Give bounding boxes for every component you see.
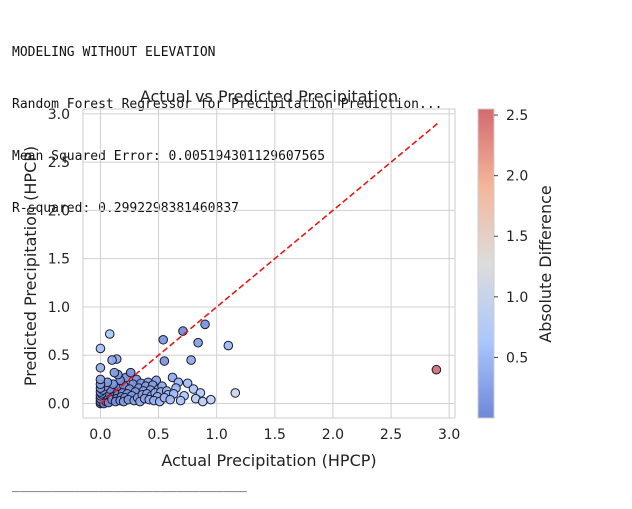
data-point bbox=[158, 334, 169, 345]
data-point bbox=[230, 388, 241, 398]
colorbar-tick-label: 2.5 bbox=[506, 108, 528, 124]
grid bbox=[83, 109, 455, 418]
x-tick-label: 3.0 bbox=[438, 427, 460, 443]
data-point bbox=[95, 362, 106, 373]
data-point bbox=[95, 343, 106, 354]
chart-title: Actual vs Predicted Precipitation bbox=[140, 87, 398, 106]
data-point bbox=[178, 326, 188, 336]
y-axis-label: Predicted Precipitation (HPCP) bbox=[21, 146, 40, 386]
plot-frame bbox=[82, 108, 456, 419]
data-point bbox=[95, 374, 106, 385]
colorbar-tick-label: 0.5 bbox=[506, 350, 528, 366]
data-point bbox=[104, 329, 115, 339]
data-point bbox=[193, 337, 203, 348]
y-tick-label: 0.0 bbox=[48, 397, 70, 413]
colorbar-tick-label: 1.5 bbox=[506, 229, 528, 245]
data-point bbox=[175, 395, 186, 406]
x-tick-label: 2.5 bbox=[380, 427, 402, 443]
x-axis-label: Actual Precipitation (HPCP) bbox=[161, 451, 376, 470]
console-output: MODELING WITHOUT ELEVATION Random Forest… bbox=[12, 9, 442, 235]
data-points bbox=[95, 319, 442, 409]
reference-line bbox=[99, 122, 439, 405]
data-point bbox=[165, 394, 175, 405]
y-tick-label: 1.5 bbox=[48, 252, 70, 268]
data-point bbox=[182, 378, 193, 389]
colorbar-label: Absolute Difference bbox=[536, 185, 555, 343]
x-tick-label: 1.5 bbox=[264, 427, 286, 443]
data-point bbox=[109, 367, 120, 378]
console-line-heading: MODELING WITHOUT ELEVATION bbox=[12, 44, 216, 60]
colorbar-tick-label: 2.0 bbox=[506, 169, 528, 185]
y-tick-label: 3.0 bbox=[48, 107, 70, 123]
data-point bbox=[223, 340, 234, 351]
data-point bbox=[159, 356, 170, 366]
data-point bbox=[107, 355, 117, 365]
data-point bbox=[186, 355, 196, 365]
colorbar-ticks: 0.5 1.0 1.5 2.0 2.5 bbox=[494, 108, 528, 366]
colorbar bbox=[477, 108, 495, 419]
x-tick-label: 2.0 bbox=[322, 427, 344, 443]
data-point bbox=[200, 319, 210, 330]
colorbar-tick-label: 1.0 bbox=[506, 290, 528, 306]
x-tick-labels: 0.0 0.5 1.0 1.5 2.0 2.5 3.0 bbox=[89, 427, 460, 443]
x-tick-label: 0.0 bbox=[89, 427, 111, 443]
data-point bbox=[125, 367, 136, 378]
y-tick-label: 0.5 bbox=[48, 348, 70, 364]
y-tick-label: 1.0 bbox=[48, 300, 70, 316]
y-tick-label: 2.0 bbox=[48, 203, 70, 219]
y-tick-label: 2.5 bbox=[48, 155, 70, 171]
x-tick-label: 1.0 bbox=[206, 427, 228, 443]
console-line-mse: Mean Squared Error: 0.005194301129607565 bbox=[12, 149, 326, 165]
console-line-r2: R-squared: 0.2992298381460837 bbox=[12, 201, 239, 217]
data-point bbox=[431, 364, 442, 375]
console-separator: ______________________________ bbox=[12, 478, 247, 493]
data-point bbox=[197, 396, 208, 407]
x-tick-label: 0.5 bbox=[147, 427, 169, 443]
console-line-model: Random Forest Regressor for Precipitatio… bbox=[12, 97, 443, 113]
data-point bbox=[206, 394, 216, 405]
y-tick-labels: 0.0 0.5 1.0 1.5 2.0 2.5 3.0 bbox=[48, 107, 70, 413]
